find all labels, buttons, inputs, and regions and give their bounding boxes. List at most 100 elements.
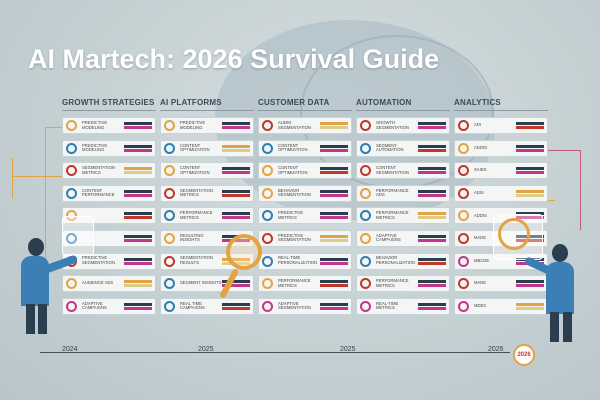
circle-icon <box>66 187 77 199</box>
item-label: Performance Metrics <box>376 211 409 220</box>
item-label: Segmentation Metrics <box>82 166 115 175</box>
circle-icon <box>66 120 77 131</box>
item-label: Content Optimization <box>180 143 210 153</box>
connector-line <box>12 158 13 198</box>
item-label: Content Segmentation <box>376 166 409 175</box>
circle-icon <box>262 210 273 222</box>
bar-icon <box>516 189 544 198</box>
bar-icon <box>222 279 250 288</box>
item-card: Performance Metrics <box>258 275 352 293</box>
item-label: Behavior Segmentation <box>278 188 311 198</box>
bar-icon <box>124 166 152 175</box>
item-card: Content Segmentation <box>356 162 450 180</box>
circle-icon <box>262 300 273 312</box>
item-label: Predictive Metrics <box>278 211 304 220</box>
item-label: Performance Ads <box>376 188 409 198</box>
bar-icon <box>418 234 446 243</box>
item-card: Adaptive Campaigns <box>62 297 156 315</box>
bar-icon <box>124 257 152 266</box>
circle-icon <box>458 187 469 199</box>
item-card: Segmentation Metrics <box>160 184 254 202</box>
bar-icon <box>516 211 544 220</box>
item-label: MDES <box>474 303 487 308</box>
item-card: Predictive Modeling <box>160 117 254 134</box>
circle-icon <box>262 232 273 244</box>
bar-icon <box>418 166 446 175</box>
magnifier-icon <box>226 234 262 270</box>
connector-line <box>520 150 580 151</box>
bar-icon <box>222 144 250 153</box>
circle-icon <box>164 120 175 131</box>
item-card: SAIDS <box>454 162 548 180</box>
item-card: Growth Segmentation <box>356 117 450 134</box>
bar-icon <box>320 189 348 198</box>
item-label: Real Time Campaigns <box>180 301 205 311</box>
item-card: Adaptive Segmentation <box>258 297 352 315</box>
bar-icon <box>222 211 250 220</box>
bar-icon <box>418 257 446 266</box>
circle-icon <box>66 278 77 290</box>
circle-icon <box>360 142 371 154</box>
bar-icon <box>124 189 152 198</box>
circle-icon <box>262 120 273 131</box>
timeline-year: 2025 <box>340 346 356 353</box>
item-card: Behavior Personalization <box>356 252 450 270</box>
timeline <box>40 352 510 353</box>
bar-icon <box>418 302 446 311</box>
item-card <box>62 207 156 225</box>
item-label: MADE <box>474 236 487 241</box>
item-card: Real-Time Metrics <box>356 297 450 315</box>
bar-icon <box>222 166 250 175</box>
item-label: Predictive Segmentation <box>82 256 115 266</box>
item-label: Performance Metrics <box>376 279 409 288</box>
circle-icon <box>458 165 469 177</box>
item-label: Predictive Modeling <box>82 120 108 130</box>
item-label: Audio Segmentation <box>278 120 311 130</box>
column-title: Growth Strategies <box>62 98 156 111</box>
item-card: Predictive Metrics <box>258 207 352 225</box>
item-card: Real-Time Personalization <box>258 252 352 270</box>
bar-icon <box>222 121 250 130</box>
column-title: Automation <box>356 98 450 111</box>
bar-icon <box>222 302 250 311</box>
item-card: ADIS <box>454 184 548 202</box>
connector-line <box>45 127 46 257</box>
circle-icon <box>458 300 469 312</box>
bar-icon <box>320 234 348 243</box>
item-label: Real-Time Personalization <box>278 256 318 266</box>
item-label: Content Optimization <box>278 143 308 153</box>
item-card: Predictive Segmentation <box>258 229 352 247</box>
bar-icon <box>418 121 446 130</box>
column-2: Customer Data Audio Segmentation Content O… <box>258 98 352 320</box>
hologram-panel <box>62 216 94 256</box>
circle-icon <box>458 210 469 222</box>
bar-icon <box>320 144 348 153</box>
column-3: Automation Growth Segmentation Segment Aut… <box>356 98 450 320</box>
item-label: Segment Automation <box>376 143 404 153</box>
bar-icon <box>124 302 152 311</box>
bar-icon <box>320 211 348 220</box>
timeline-year: 2024 <box>62 346 78 353</box>
item-card <box>62 229 156 247</box>
item-card: Real Time Campaigns <box>160 297 254 315</box>
item-label: Behavior Personalization <box>376 256 416 266</box>
column-4: Analytics ADI ADDIO SAIDS ADIS ADDIS MADE MBCDE… <box>454 98 548 320</box>
circle-icon <box>458 120 469 131</box>
circle-icon <box>164 210 175 222</box>
item-card: Adaptive Campaigns <box>356 229 450 247</box>
bar-icon <box>516 302 544 311</box>
item-label: Segmentation Results <box>180 256 213 266</box>
column-title: Analytics <box>454 98 548 111</box>
item-card: MDES <box>454 297 548 315</box>
circle-icon <box>360 165 371 177</box>
item-label: Audience Ads <box>82 281 114 286</box>
item-card: Predictive Modeling <box>62 117 156 134</box>
item-card: Performance Metrics <box>356 275 450 293</box>
circle-icon <box>164 232 175 244</box>
item-card: Segment Automation <box>356 139 450 157</box>
item-card: Content Optimization <box>258 139 352 157</box>
item-label: Segmentation Metrics <box>180 188 213 198</box>
circle-icon <box>262 142 273 154</box>
bar-icon <box>418 279 446 288</box>
item-card: Content Optimization <box>160 139 254 157</box>
